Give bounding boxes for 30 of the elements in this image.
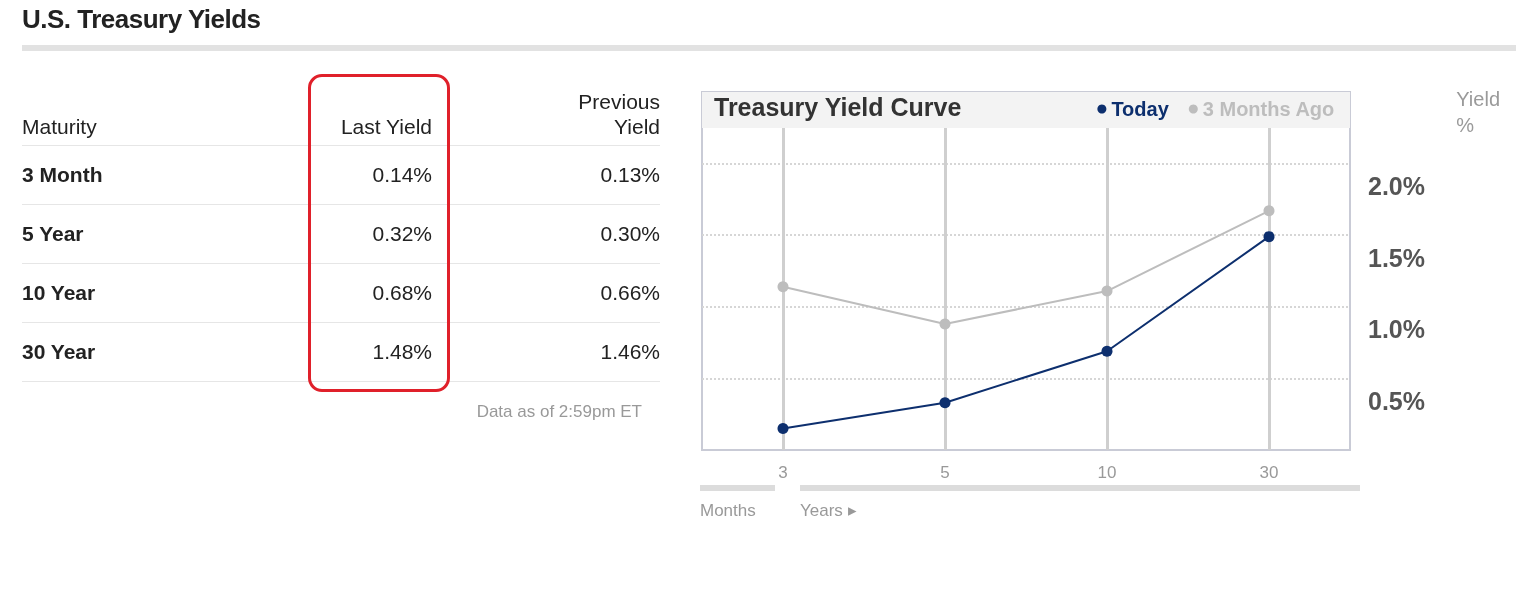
text: Maturity — [22, 86, 292, 145]
data-label: 0.66% — [450, 263, 660, 322]
x-tick-label: 10 — [1097, 463, 1117, 482]
y-tick-label: 1.5% — [1368, 243, 1425, 272]
y-tick-label: 1.0% — [1368, 315, 1425, 344]
text: U.S. Treasury Yields — [22, 4, 1516, 51]
y-tick-label: 2.0% — [1368, 172, 1425, 201]
x-tick-label: 3 — [778, 463, 788, 482]
text: Last Yield — [339, 113, 432, 139]
text: Years ▸ — [800, 501, 857, 520]
category-label: 3 Month — [22, 145, 292, 204]
data-label: 0.14% — [292, 145, 450, 204]
data-label: 0.13% — [450, 145, 660, 204]
category-label: 10 Year — [22, 263, 292, 322]
text: Data as of 2:59pm ET — [475, 402, 642, 422]
category-label: 5 Year — [22, 204, 292, 263]
data-label: 0.32% — [292, 204, 450, 263]
text: Months — [700, 501, 756, 520]
x-tick-label: 30 — [1259, 463, 1279, 482]
data-label: 1.46% — [450, 322, 660, 381]
chart-title: Treasury Yield Curve — [714, 92, 962, 121]
data-label: 0.68% — [292, 263, 450, 322]
category-label: 30 Year — [22, 322, 292, 381]
y-axis-title: Yield % — [1456, 88, 1500, 136]
x-tick-label: 5 — [940, 463, 950, 482]
y-tick-label: 0.5% — [1368, 386, 1425, 415]
text: Previous Yield — [577, 88, 660, 139]
data-label: 1.48% — [292, 322, 450, 381]
legend-label: Today — [1111, 98, 1170, 120]
data-label: 0.30% — [450, 204, 660, 263]
